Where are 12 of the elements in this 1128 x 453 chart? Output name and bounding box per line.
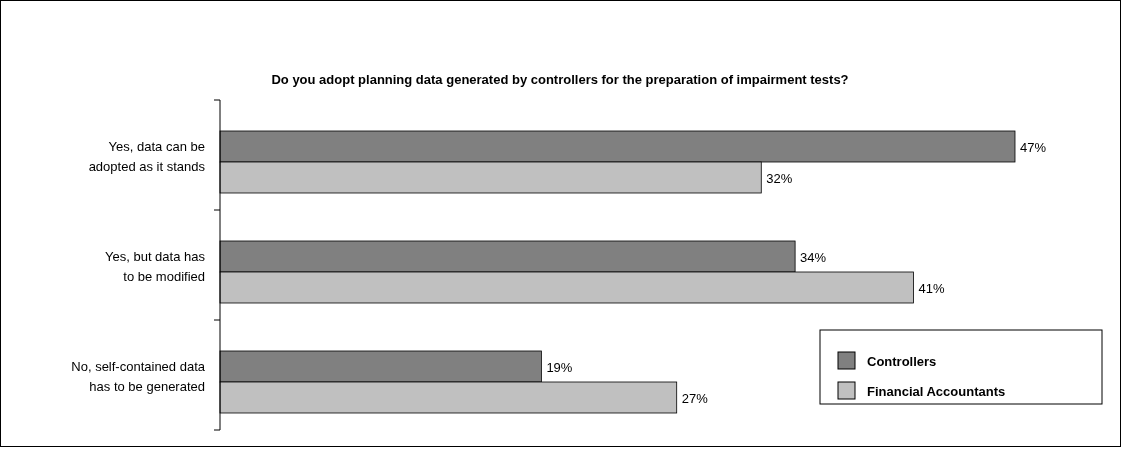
y-tick-label: No, self-contained data has to be generated <box>71 359 206 394</box>
data-label: 27% <box>681 390 709 406</box>
chart-title: Do you adopt planning data generated by controllers for the preparation of impairment tests? <box>271 72 849 87</box>
data-label: 34% <box>800 249 827 265</box>
data-label: 47% <box>1020 139 1047 155</box>
y-tick-label: Yes, data can be adopted as it stands <box>88 139 206 174</box>
legend-label: Financial Accountants <box>867 384 1006 399</box>
y-tick-label: Yes, but data has to be modified <box>105 249 206 284</box>
data-label: 32% <box>766 170 793 186</box>
data-label: 19% <box>546 359 573 375</box>
legend-label: Controllers <box>867 354 937 369</box>
data-label: 41% <box>918 280 945 296</box>
